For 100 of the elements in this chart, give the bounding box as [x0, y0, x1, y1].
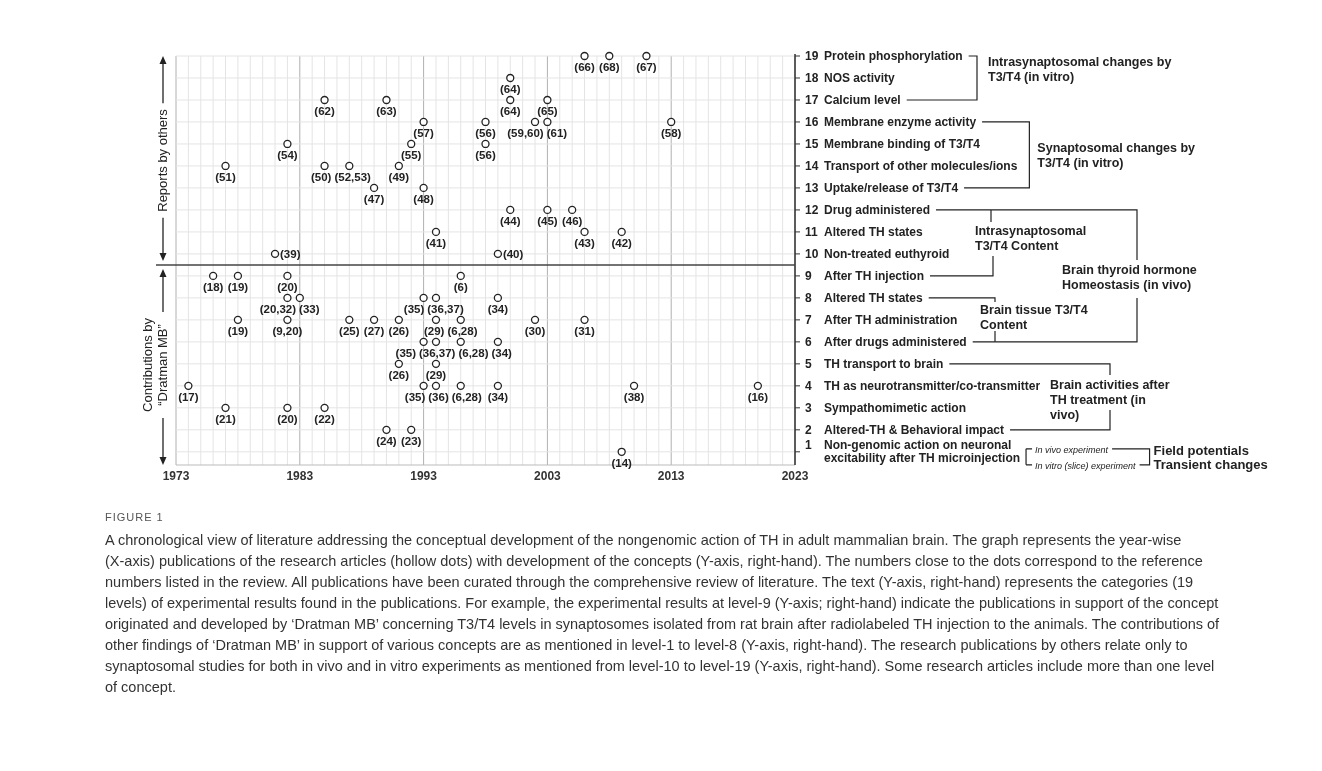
annotation: (63)	[376, 104, 397, 117]
annotation: (29)	[425, 368, 447, 381]
annotation: (44)	[500, 214, 521, 227]
annotation: (26)	[388, 368, 410, 381]
annotation: (66)	[574, 61, 595, 73]
annotation: (33)	[299, 302, 320, 315]
x-tick-label: 2003	[534, 469, 562, 483]
caption: FIGURE 1	[105, 511, 164, 523]
annotation: (29)	[424, 324, 445, 337]
y-tick-label: 17 Calcium level	[805, 92, 901, 107]
text: Synaptosomal changes by T3/T4 (in vitro)	[1037, 141, 1196, 170]
annotation: (14)	[611, 456, 633, 469]
y-tick-label: 15 Membrane binding of T3/T4	[805, 136, 981, 151]
text: A chronological view of literature addressing the conceptual development of the nongenomic action of TH in adult mammalian brain. The graph represents the year-wise (X-axis) publications of the research articles (hollow dots) with development of the concepts (Y-axis, right-hand). The numbers close to the dots correspond to the reference numbers listed in the review. All publications have been curated through the comprehensive review of literature. The text (Y-axis, right-hand) represents the categories (19 levels) of experimental results found in the publications. For example, the experimental results at level-9 (Y-axis; right-hand) indicate the publications in support of the concept originated and developed by ‘Dratman MB’ concerning T3/T4 levels in synaptosomes isolated from rat brain after radiolabeled TH injection to the animals. The contributions of other findings of ‘Dratman MB’ in support of various concepts are as mentioned in level-1 to level-8 (Y-axis, right-hand). The research publications by others relate only to synaptosomal studies for both in vivo and in vitro experiments as mentioned from level-10 to level-19 (Y-axis, right-hand). Some research articles include more than one level of concept.	[105, 532, 1221, 695]
y-tick-label: 6 After drugs administered	[805, 334, 967, 349]
y-tick-label: 4 TH as neurotransmitter/co-transmitter	[805, 378, 1041, 393]
text: Brain tissue T3/T4 Content	[980, 303, 1088, 332]
annotation: (49)	[388, 170, 410, 183]
y-tick-label: 3 Sympathomimetic action	[805, 400, 967, 415]
annotation: (38)	[623, 390, 645, 403]
y-tick-label: 2 Altered-TH & Behavioral impact	[805, 422, 1005, 437]
annotation: (6,28)	[451, 390, 482, 403]
annotation: (67)	[636, 61, 657, 73]
annotation: (6,28)	[458, 346, 489, 359]
annotation: (34)	[491, 346, 513, 359]
annotation: (6,28)	[447, 324, 478, 337]
annotation: (45)	[537, 214, 558, 227]
y-tick-label: 9 After TH injection	[805, 268, 925, 283]
annotation: (65)	[537, 104, 558, 117]
text: Reports by others	[155, 108, 170, 212]
y-tick-label: 18 NOS activity	[805, 70, 896, 85]
annotation: (35)	[395, 346, 417, 359]
text: Brain activities after TH treatment (in vivo)	[1050, 378, 1170, 422]
annotation: (36,37)	[419, 346, 456, 359]
annotation: (61)	[546, 126, 568, 139]
annotation: (52,53)	[334, 170, 372, 183]
annotation: (20)	[277, 412, 298, 425]
annotation: (55)	[400, 148, 422, 161]
annotation: (34)	[487, 390, 509, 403]
annotation: (17)	[178, 390, 199, 403]
annotation: (64)	[500, 104, 521, 117]
annotation: (42)	[611, 236, 633, 249]
annotation: (58)	[660, 126, 682, 139]
annotation: (56)	[475, 126, 496, 139]
annotation: (21)	[215, 412, 236, 425]
annotation: (23)	[400, 434, 422, 447]
annotation: (57)	[413, 126, 434, 139]
annotation: (51)	[215, 170, 236, 183]
annotation: (62)	[314, 104, 335, 117]
annotation: (50)	[310, 170, 332, 183]
annotation: (20)	[277, 280, 298, 293]
y-tick-label: 14 Transport of other molecules/ions	[805, 158, 1018, 173]
annotation: (16)	[747, 390, 769, 403]
annotation: (20,32)	[259, 302, 297, 315]
annotation: (64)	[500, 82, 521, 95]
annotation: (18)	[202, 280, 224, 293]
annotation: (68)	[599, 61, 620, 73]
text: Intrasynaptosomal T3/T4 Content	[975, 224, 1087, 253]
annotation: (40)	[502, 247, 524, 260]
x-tick-label: 2023	[781, 469, 809, 483]
annotation: (35)	[404, 390, 426, 403]
y-tick-label: 11 Altered TH states	[805, 224, 924, 239]
annotation: (27)	[363, 324, 385, 337]
annotation: (19)	[227, 280, 249, 293]
x-tick-label: 1993	[410, 469, 438, 483]
annotation: (48)	[413, 192, 434, 205]
text: Intrasynaptosomal changes by T3/T4 (in vitro)	[988, 55, 1172, 84]
x-tick-label: 1983	[286, 469, 314, 483]
text: Brain thyroid hormone Homeostasis (in vivo)	[1062, 263, 1197, 292]
text: In vitro (slice) experiment	[1035, 460, 1137, 471]
annotation: (36)	[428, 390, 449, 403]
text: Contributions by “Dratman MB”	[140, 317, 170, 412]
annotation: (6)	[453, 280, 468, 293]
x-tick-label: 1973	[162, 469, 190, 483]
y-tick-label: 13 Uptake/release of T3/T4	[805, 180, 959, 195]
annotation: (56)	[475, 148, 496, 161]
text: In vivo experiment	[1035, 444, 1109, 455]
annotation: (54)	[277, 148, 298, 161]
text: Field potentials	[1153, 442, 1249, 458]
y-tick-label: 12 Drug administered	[805, 202, 931, 217]
annotation: (24)	[376, 434, 397, 447]
annotation: (30)	[524, 324, 546, 337]
annotation: (31)	[574, 324, 595, 337]
annotation: (39)	[280, 247, 301, 260]
annotation: (34)	[487, 302, 509, 315]
y-tick-label: 19 Protein phosphorylation	[805, 49, 963, 63]
y-tick-label: 1 Non-genomic action on neuronal excitability after TH microinjection	[805, 438, 1021, 466]
annotation: (9,20)	[272, 324, 303, 337]
y-tick-label: 16 Membrane enzyme activity	[805, 114, 977, 129]
annotation: (26)	[388, 324, 410, 337]
x-tick-label: 2013	[657, 469, 685, 483]
annotation: (46)	[561, 214, 583, 227]
annotation: (47)	[363, 192, 385, 205]
y-tick-label: 7 After TH administration	[805, 312, 958, 327]
annotation: (35)	[403, 302, 425, 315]
annotation: (36,37)	[427, 302, 464, 315]
annotation: (22)	[314, 412, 335, 425]
annotation: (41)	[425, 236, 447, 249]
y-tick-label: 5 TH transport to brain	[805, 356, 944, 371]
y-tick-label: 8 Altered TH states	[805, 290, 924, 305]
